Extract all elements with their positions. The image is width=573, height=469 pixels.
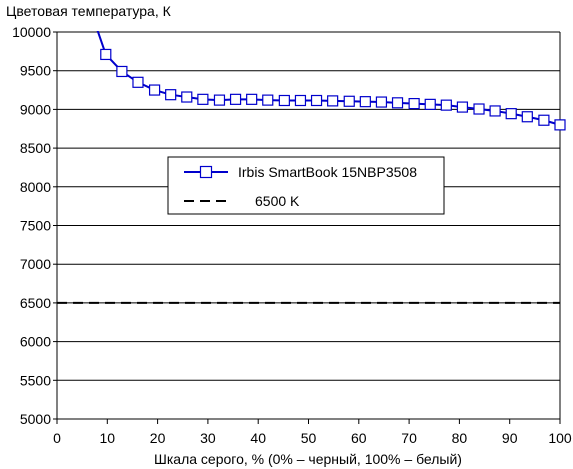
gridlines: [57, 31, 560, 420]
series-1-point-9: [246, 93, 258, 105]
x-tick-label-100: 100: [548, 430, 572, 446]
series-1-point-16: [359, 96, 371, 108]
series-1-point-14: [327, 95, 339, 107]
y-tick-label-6000: 6000: [20, 334, 51, 350]
series-1-point-8: [229, 93, 242, 105]
y-tick-label-5000: 5000: [20, 411, 51, 427]
series-1-point-17: [375, 96, 388, 108]
series-1-point-13: [310, 94, 323, 107]
series-1-point-23: [473, 103, 485, 115]
x-tick-label-80: 80: [452, 430, 468, 446]
y-tick-label-9500: 9500: [20, 63, 51, 79]
y-tick-label-8000: 8000: [20, 179, 51, 195]
x-tick-label-70: 70: [401, 430, 417, 446]
legend-series-2-label: 6500 K: [255, 193, 300, 209]
series-1-point-24: [489, 105, 501, 117]
series-1-point-26: [521, 111, 533, 123]
series-1-point-5: [181, 91, 193, 103]
y-tick-labels: 5000 5500 6000 6500 7000 7500 8000 8500 9000 9500…: [12, 24, 51, 427]
legend-box: [167, 156, 445, 215]
series-1-point-1: [116, 65, 128, 78]
x-tick-label-50: 50: [301, 430, 317, 446]
series-1-point-15: [343, 95, 355, 107]
series-1-point-27: [538, 114, 550, 126]
series-1-point-0: [100, 48, 112, 61]
series-1-point-20: [424, 98, 436, 110]
series-layer: [57, 31, 566, 304]
x-tick-label-20: 20: [150, 430, 166, 446]
y-tick-label-9000: 9000: [20, 101, 51, 117]
x-tick-label-10: 10: [100, 430, 116, 446]
series-1-point-22: [456, 101, 469, 113]
y-tick-label-6500: 6500: [20, 295, 51, 311]
y-tick-label-5500: 5500: [20, 372, 51, 388]
y-axis-title: Цветовая температура, К: [6, 3, 172, 19]
x-tick-label-0: 0: [53, 430, 61, 446]
series-1-point-6: [197, 93, 209, 105]
x-tick-label-90: 90: [502, 430, 518, 446]
series-1-point-2: [132, 76, 144, 88]
series-1-point-7: [213, 94, 226, 106]
y-tick-label-7500: 7500: [20, 218, 51, 234]
x-axis-title: Шкала серого, % (0% – черный, 100% – бел…: [154, 451, 462, 467]
axes: [53, 31, 561, 424]
x-tick-labels: 0 10 20 30 40 50 60 70 80 90 100: [53, 430, 572, 446]
y-tick-label-10000: 10000: [12, 24, 51, 40]
y-tick-label-7000: 7000: [20, 256, 51, 272]
legend-series-1-marker: [199, 165, 213, 179]
x-tick-label-60: 60: [351, 430, 367, 446]
series-1-point-25: [505, 108, 517, 120]
series-1-point-3: [148, 84, 161, 96]
series-1-point-12: [294, 94, 307, 107]
legend-series-1-label: Irbis SmartBook 15NBP3508: [238, 164, 417, 180]
series-1-point-19: [408, 97, 420, 110]
x-tick-label-40: 40: [250, 430, 266, 446]
legend: Irbis SmartBook 15NBP3508 6500 K: [167, 156, 445, 215]
series-1-point-28: [554, 119, 566, 131]
x-tick-label-30: 30: [200, 430, 216, 446]
series-1-point-21: [440, 99, 452, 111]
y-tick-label-8500: 8500: [20, 140, 51, 156]
series-1-point-10: [262, 94, 274, 106]
series-1-point-11: [278, 94, 290, 107]
series-1-point-4: [165, 89, 177, 101]
series-1-point-18: [391, 97, 404, 109]
